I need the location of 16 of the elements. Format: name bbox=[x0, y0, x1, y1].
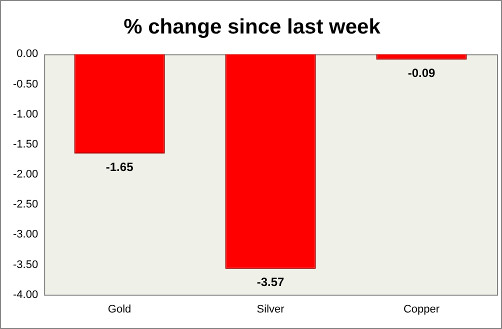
y-tick-label: 0.00 bbox=[16, 48, 38, 60]
data-label: -3.57 bbox=[256, 275, 285, 290]
data-label: -1.65 bbox=[106, 160, 134, 174]
y-tick-label: -1.00 bbox=[12, 108, 38, 120]
y-tick-label: -2.50 bbox=[12, 198, 38, 211]
data-label: -0.09 bbox=[408, 66, 436, 80]
y-tick-label: -4.00 bbox=[12, 288, 38, 301]
x-tick-label: Copper bbox=[403, 303, 440, 316]
x-tick-label: Silver bbox=[256, 303, 285, 316]
y-tick-label: -3.50 bbox=[12, 258, 38, 271]
y-tick-label: -1.50 bbox=[12, 138, 38, 150]
chart-title: % change since last week bbox=[124, 15, 381, 38]
y-tick-label: -0.50 bbox=[12, 78, 38, 90]
y-tick-label: -3.00 bbox=[12, 228, 38, 241]
y-tick-label: -2.00 bbox=[12, 168, 38, 181]
x-tick-label: Gold bbox=[108, 303, 132, 316]
